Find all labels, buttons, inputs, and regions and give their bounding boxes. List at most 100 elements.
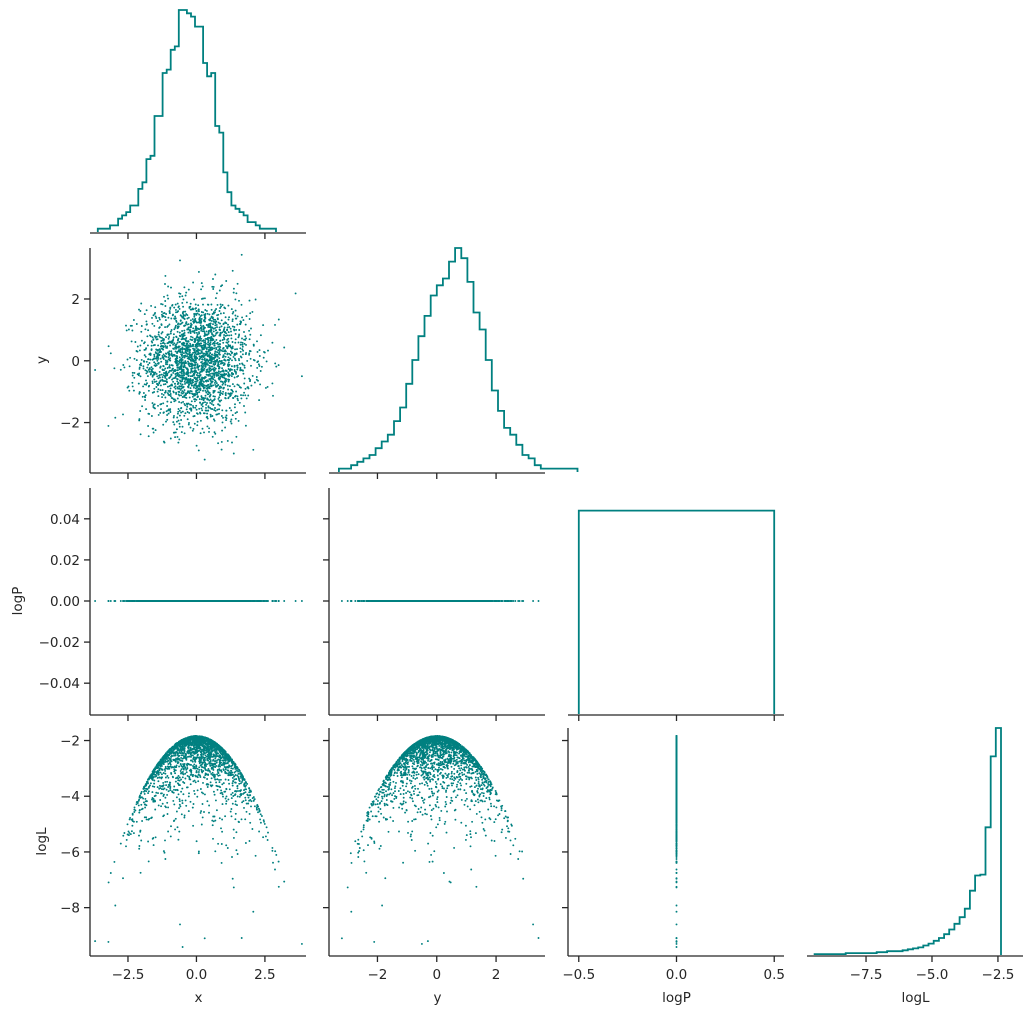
scatter-point [157, 333, 160, 336]
scatter-point [136, 373, 139, 376]
scatter-point [180, 401, 183, 404]
scatter-point [177, 441, 180, 444]
scatter-point [201, 427, 204, 430]
scatter-point [162, 353, 165, 356]
scatter-point [183, 347, 186, 350]
scatter-point [162, 358, 165, 360]
scatter-point [195, 398, 198, 401]
scatter-point [204, 339, 207, 342]
y-tick-label: 2 [71, 292, 80, 308]
scatter-point [209, 415, 212, 418]
scatter-point [158, 318, 161, 321]
scatter-point [193, 329, 196, 332]
scatter-point [143, 383, 146, 386]
scatter-point [220, 448, 223, 451]
scatter-point [156, 384, 159, 386]
scatter-point [199, 336, 202, 339]
scatter-point [168, 365, 171, 368]
scatter-point [231, 345, 234, 348]
scatter-point [255, 378, 258, 381]
scatter-point [230, 308, 233, 311]
scatter-point [185, 352, 188, 354]
scatter-point [215, 373, 218, 376]
scatter-point [170, 401, 173, 404]
scatter-point [149, 600, 151, 602]
scatter-point [142, 392, 145, 394]
scatter-point [186, 403, 189, 406]
scatter-point [140, 339, 143, 342]
scatter-point [201, 409, 204, 412]
scatter-point [147, 329, 150, 332]
scatter-point [174, 387, 177, 390]
scatter-point [164, 283, 166, 285]
scatter-point [254, 298, 257, 301]
scatter-point [218, 412, 220, 415]
scatter-point [160, 360, 163, 363]
scatter-point [195, 374, 198, 376]
scatter-point [177, 305, 180, 308]
scatter-point [186, 357, 189, 360]
scatter-point [189, 308, 192, 311]
scatter-point [184, 412, 187, 415]
scatter-point [201, 385, 204, 388]
scatter-point [161, 389, 164, 392]
scatter-point [229, 344, 232, 347]
scatter-point [201, 358, 204, 361]
scatter-point [193, 422, 196, 425]
scatter-point [140, 330, 143, 333]
scatter-point [176, 330, 179, 333]
scatter-point [231, 320, 234, 323]
scatter-point [188, 353, 191, 356]
scatter-point [217, 349, 220, 352]
scatter-point [222, 369, 225, 372]
scatter-point [249, 357, 252, 360]
scatter-point [195, 353, 198, 356]
scatter-point [180, 411, 183, 414]
scatter-point [165, 361, 167, 364]
scatter-point [199, 411, 201, 414]
scatter-point [202, 376, 205, 379]
scatter-point [216, 303, 219, 306]
scatter-point [191, 353, 194, 356]
scatter-point [216, 318, 219, 321]
scatter-point [160, 336, 163, 339]
scatter-point [220, 392, 223, 395]
scatter-point [186, 379, 189, 381]
scatter-point [250, 384, 253, 387]
scatter-point [210, 385, 213, 388]
scatter-point [190, 322, 192, 325]
scatter-point [235, 317, 238, 320]
scatter-point [237, 419, 240, 422]
scatter-point [164, 316, 167, 319]
scatter-point [174, 600, 176, 602]
scatter-point [209, 374, 212, 377]
scatter-point [197, 310, 200, 313]
scatter-point [229, 600, 232, 602]
scatter-point [208, 348, 211, 351]
scatter-point [183, 318, 186, 320]
scatter-point [202, 412, 205, 415]
scatter-point [147, 385, 150, 388]
scatter-point [151, 380, 154, 383]
scatter-point [185, 301, 188, 304]
scatter-point [213, 395, 216, 398]
scatter-point [185, 313, 188, 316]
scatter-point [226, 326, 229, 329]
scatter-point [162, 393, 165, 396]
scatter-point [238, 329, 241, 331]
scatter-point [156, 375, 159, 378]
scatter-point [230, 388, 233, 391]
scatter-point [189, 330, 192, 333]
scatter-point [243, 364, 246, 367]
scatter-point [236, 315, 239, 318]
scatter-point [177, 325, 180, 328]
scatter-point [166, 345, 169, 348]
scatter-point [165, 336, 167, 339]
scatter-point [225, 341, 228, 344]
scatter-point [220, 440, 223, 443]
scatter-point [167, 297, 170, 300]
scatter-point [198, 313, 201, 316]
scatter-point [187, 326, 190, 329]
scatter-point [164, 326, 167, 329]
scatter-point [264, 600, 267, 602]
